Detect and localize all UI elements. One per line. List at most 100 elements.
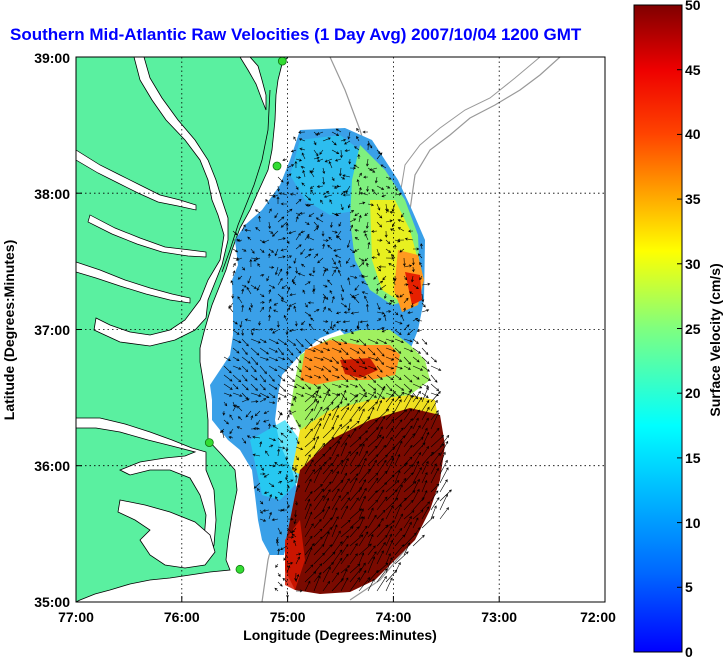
velocity-arrow — [313, 365, 325, 371]
velocity-arrow — [304, 392, 316, 398]
velocity-arrow — [358, 347, 366, 354]
velocity-arrow — [237, 239, 243, 242]
velocity-arrow — [411, 266, 415, 273]
velocity-arrow — [412, 488, 420, 502]
velocity-arrow — [367, 472, 379, 484]
velocity-arrow — [340, 356, 347, 364]
velocity-arrow — [268, 221, 272, 230]
velocity-arrow — [349, 436, 362, 448]
velocity-arrow — [254, 410, 261, 417]
velocity-arrow — [412, 365, 424, 371]
velocity-arrow — [358, 443, 365, 457]
velocity-arrow — [349, 508, 362, 520]
potomac-river — [76, 149, 197, 211]
velocity-arrow — [313, 149, 319, 157]
velocity-arrow — [340, 457, 349, 475]
x-tick-label: 73:00 — [481, 609, 517, 625]
velocity-arrow — [394, 419, 403, 430]
velocity-arrow — [430, 391, 441, 403]
velocity-arrow — [412, 534, 425, 547]
velocity-arrow — [259, 509, 263, 514]
velocity-arrow — [331, 401, 343, 412]
velocity-arrow — [322, 426, 335, 439]
velocity-arrow — [430, 497, 440, 511]
velocity-arrow — [313, 347, 324, 353]
velocity-arrow — [430, 383, 440, 392]
velocity-arrow — [363, 175, 369, 179]
velocity-arrow — [358, 201, 366, 205]
velocity-arrow — [349, 338, 360, 343]
velocity-region-red-core — [340, 358, 378, 378]
velocity-arrow — [241, 304, 245, 313]
velocity-arrow — [273, 309, 279, 313]
velocity-arrow — [331, 436, 342, 448]
velocity-arrow — [282, 577, 288, 583]
velocity-arrow — [349, 534, 364, 547]
velocity-arrow — [295, 455, 299, 461]
velocity-arrow — [356, 178, 360, 187]
velocity-arrow — [340, 425, 350, 439]
velocity-arrow — [430, 505, 437, 520]
velocity-arrow — [295, 552, 302, 556]
velocity-arrow — [331, 479, 344, 493]
velocity-arrow — [286, 338, 297, 346]
velocity-region-red-south — [285, 520, 305, 590]
velocity-arrow — [403, 297, 409, 304]
velocity-arrow — [394, 365, 403, 370]
velocity-arrow — [272, 230, 279, 237]
velocity-arrow — [347, 277, 351, 286]
velocity-arrow — [250, 338, 261, 344]
velocity-arrow — [241, 383, 249, 391]
velocity-arrow — [394, 311, 399, 316]
velocity-arrow — [276, 196, 280, 205]
velocity-arrow — [304, 311, 312, 317]
velocity-arrow — [304, 281, 311, 286]
velocity-arrow — [324, 158, 333, 163]
velocity-arrow — [268, 356, 279, 362]
velocity-arrow — [439, 479, 448, 493]
velocity-arrow — [313, 356, 324, 361]
velocity-arrow — [286, 356, 294, 364]
velocity-arrow — [376, 524, 389, 538]
velocity-arrow — [403, 542, 411, 556]
velocity-arrow — [376, 248, 380, 257]
velocity-arrow — [259, 383, 266, 391]
velocity-arrow — [300, 230, 306, 234]
velocity-arrow — [323, 194, 333, 198]
velocity-arrow — [403, 418, 413, 430]
velocity-arrow — [232, 392, 243, 397]
velocity-arrow — [258, 320, 262, 326]
velocity-arrow — [304, 580, 311, 592]
velocity-arrow — [307, 301, 315, 305]
velocity-arrow — [322, 551, 336, 565]
velocity-arrow — [376, 347, 385, 357]
velocity-arrow — [250, 400, 259, 404]
velocity-arrow — [358, 257, 365, 262]
velocity-arrow — [237, 275, 243, 280]
velocity-arrow — [331, 507, 338, 520]
velocity-arrow — [232, 347, 240, 354]
velocity-arrow — [250, 374, 258, 381]
velocity-arrow — [301, 152, 306, 160]
velocity-arrow — [295, 500, 298, 506]
velocity-arrow — [310, 317, 315, 322]
velocity-arrow — [313, 453, 326, 466]
velocity-arrow — [313, 575, 321, 592]
velocity-arrow — [331, 347, 342, 353]
velocity-arrow — [250, 383, 258, 391]
velocity-arrow — [313, 572, 322, 583]
velocity-arrow — [356, 127, 360, 133]
velocity-arrow — [403, 395, 413, 412]
velocity-arrow — [295, 446, 304, 451]
velocity-arrow — [304, 491, 313, 502]
velocity-arrow — [232, 270, 236, 277]
velocity-arrow — [285, 270, 289, 277]
velocity-arrow — [412, 347, 421, 354]
velocity-arrow — [304, 498, 311, 511]
velocity-arrow — [241, 374, 248, 382]
velocity-arrow — [358, 392, 368, 398]
velocity-arrow — [366, 185, 370, 193]
velocity-arrow — [412, 517, 419, 529]
velocity-arrow — [288, 329, 297, 333]
velocity-arrow — [331, 323, 336, 331]
